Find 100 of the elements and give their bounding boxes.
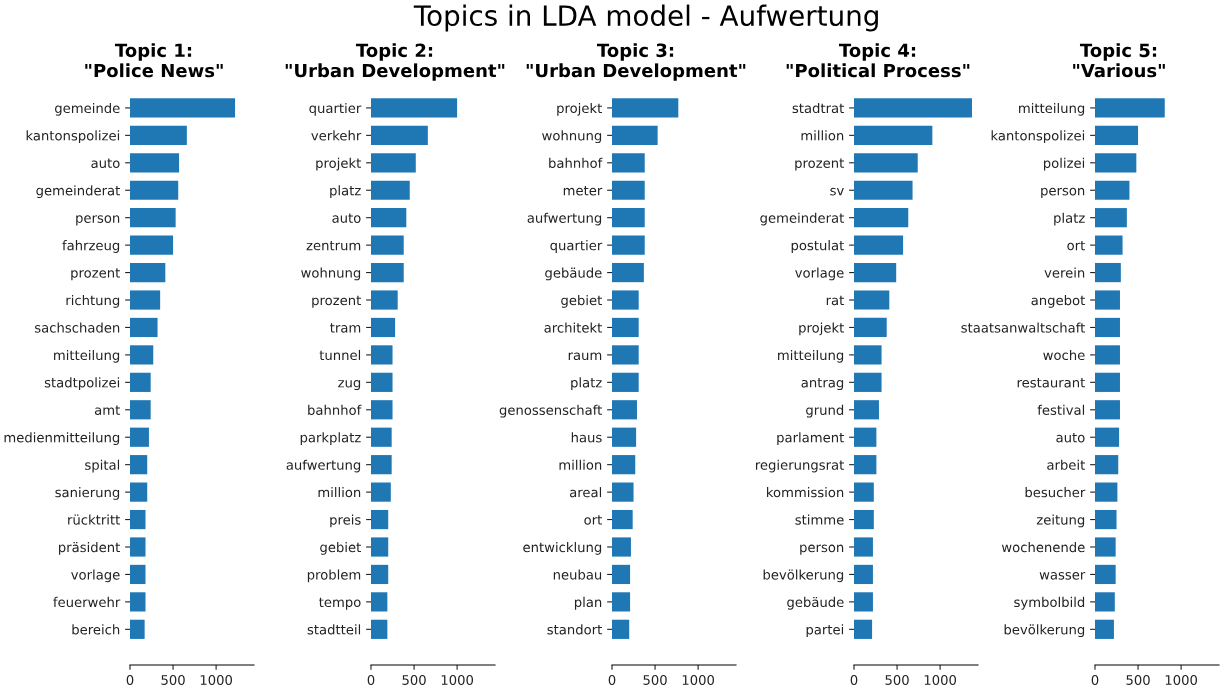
y-tick-label: stadtteil	[307, 624, 361, 635]
y-tick-label: sv	[830, 187, 844, 196]
y-tick-label: sachschaden	[34, 322, 120, 333]
x-tick-label: 0	[850, 674, 858, 685]
y-tick-label: stadtrat	[792, 102, 844, 114]
bar	[854, 125, 933, 145]
y-tick-label: parlament	[777, 432, 844, 445]
bar	[612, 427, 637, 447]
y-tick-label: million	[318, 487, 361, 498]
bar	[371, 125, 428, 145]
y-tick-label: tunnel	[319, 349, 361, 361]
y-tick-label: regierungsrat	[755, 459, 844, 473]
bar	[371, 153, 416, 173]
bar	[371, 482, 391, 502]
y-tick-label: bahnhof	[549, 157, 603, 168]
bar	[130, 482, 148, 502]
x-tick-label: 0	[367, 674, 375, 685]
y-tick-label: wohnung	[542, 130, 602, 144]
bar	[612, 619, 630, 639]
bar	[854, 592, 873, 612]
bar	[612, 400, 637, 420]
y-tick-label: zug	[338, 379, 361, 391]
bar	[130, 619, 145, 639]
y-tick-label: bereich	[72, 624, 120, 635]
y-tick-label: bevölkerung	[1004, 624, 1085, 638]
y-tick-label: ort	[1067, 240, 1085, 251]
y-tick-label: zeitung	[1036, 514, 1085, 528]
bar	[1095, 427, 1120, 447]
y-tick-label: bahnhof	[308, 404, 362, 415]
bar	[371, 537, 389, 557]
chart-title: Topic 4: "Political Process"	[786, 43, 970, 78]
y-tick-label: parkplatz	[300, 432, 361, 445]
y-tick-label: prozent	[71, 268, 120, 281]
y-tick-label: verein	[1044, 267, 1085, 278]
x-tick-label: 1000	[1165, 674, 1198, 685]
y-tick-label: neubau	[553, 569, 602, 580]
chart-title: Topic 2: "Urban Development"	[285, 43, 505, 81]
y-tick-label: feuerwehr	[53, 596, 121, 608]
bar	[612, 509, 633, 530]
bar	[1095, 262, 1121, 283]
chart-title: Topic 5: "Various"	[1073, 43, 1165, 78]
y-tick-label: haus	[571, 432, 602, 443]
y-tick-label: verkehr	[311, 130, 362, 141]
bar	[1095, 537, 1116, 557]
x-tick-label: 500	[161, 674, 185, 685]
y-tick-label: polizei	[1043, 157, 1085, 171]
y-tick-label: areal	[569, 487, 602, 498]
y-tick-label: amt	[94, 405, 120, 415]
x-tick-label: 0	[1091, 674, 1099, 685]
bar	[371, 208, 407, 228]
y-tick-label: stimme	[795, 514, 844, 525]
y-tick-label: gebiet	[561, 295, 602, 308]
y-tick-label: zentrum	[306, 240, 361, 251]
bar	[1095, 564, 1116, 585]
y-tick-label: partei	[806, 624, 844, 638]
x-tick-label: 500	[402, 674, 426, 685]
chart-title: Topic 3: "Urban Development"	[526, 43, 746, 81]
y-tick-label: bevölkerung	[763, 569, 844, 583]
y-tick-label: postulat	[791, 240, 844, 253]
y-tick-label: mitteilung	[54, 349, 120, 363]
bar	[371, 98, 458, 118]
bar	[854, 262, 897, 283]
y-tick-label: restaurant	[1017, 378, 1085, 388]
bar	[1095, 592, 1115, 612]
y-tick-label: symbolbild	[1014, 596, 1085, 610]
bar	[371, 317, 396, 338]
y-tick-label: kantonspolizei	[26, 130, 120, 144]
y-tick-label: architekt	[544, 322, 602, 333]
bar	[1095, 317, 1120, 338]
y-tick-label: gebiet	[320, 541, 361, 555]
y-tick-label: aufwertung	[527, 212, 602, 226]
bar	[130, 537, 146, 557]
y-tick-label: besucher	[1025, 487, 1086, 498]
y-tick-label: quartier	[550, 240, 603, 253]
bar	[612, 345, 639, 365]
bar	[612, 125, 658, 145]
y-tick-label: vorlage	[795, 267, 844, 281]
y-tick-label: staatsanwaltschaft	[961, 322, 1085, 333]
y-tick-label: auto	[91, 158, 120, 168]
bar	[130, 427, 149, 447]
bar	[371, 372, 393, 392]
y-tick-label: preis	[330, 514, 361, 528]
bar	[612, 592, 631, 612]
y-tick-label: kommission	[767, 487, 844, 498]
y-tick-label: prozent	[795, 158, 844, 171]
bar	[130, 180, 179, 200]
x-tick-label: 1000	[924, 674, 957, 685]
y-tick-label: raum	[568, 352, 602, 361]
y-tick-label: mitteilung	[1019, 102, 1085, 116]
bar	[130, 290, 161, 310]
bar	[612, 235, 645, 255]
bar	[371, 235, 404, 255]
bar	[1095, 290, 1120, 310]
bar	[1095, 153, 1137, 173]
y-tick-label: person	[800, 544, 844, 555]
bar	[1095, 125, 1139, 145]
bar	[1095, 619, 1114, 639]
y-tick-label: präsident	[59, 541, 120, 555]
bar	[612, 98, 679, 118]
bar	[130, 125, 187, 145]
